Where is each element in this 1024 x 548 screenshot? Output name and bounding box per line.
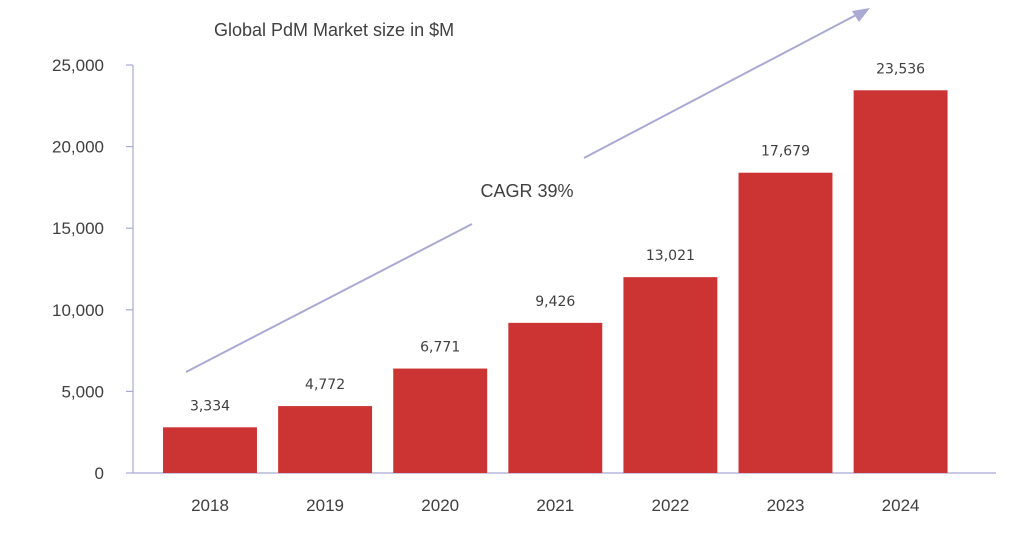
cagr-label: CAGR 39%: [480, 181, 573, 201]
data-labels: 3,334 4,772 6,771 9,426 13,021 17,679 23,536: [190, 61, 925, 414]
y-tick-label: 25,000: [52, 56, 104, 75]
data-label: 3,334: [190, 398, 230, 414]
chart-title: Global PdM Market size in $M: [214, 20, 454, 40]
bar: [163, 427, 257, 473]
data-label: 17,679: [761, 144, 810, 160]
bars: [163, 90, 948, 474]
data-label: 4,772: [305, 377, 345, 393]
data-label: 23,536: [876, 61, 925, 77]
cagr-arrow-upper: [583, 13, 859, 159]
x-tick-label: 2020: [421, 496, 459, 515]
bar: [508, 322, 603, 473]
y-tick-label: 5,000: [61, 382, 104, 401]
x-tick-label: 2023: [767, 496, 805, 515]
x-tick-label: 2021: [536, 496, 574, 515]
x-tick-label: 2018: [191, 496, 229, 515]
y-tick-label: 0: [95, 464, 104, 483]
cagr-arrow-lower: [185, 223, 473, 373]
data-label: 13,021: [646, 248, 695, 264]
cagr-annotation: CAGR 39%: [185, 8, 870, 373]
x-tick-label: 2019: [306, 496, 344, 515]
y-axis: 0 5,000 10,000 15,000 20,000 25,000: [52, 56, 134, 483]
bar: [738, 172, 833, 473]
x-axis: 2018 2019 2020 2021 2022 2023 2024: [133, 472, 996, 515]
x-tick-label: 2024: [882, 496, 920, 515]
x-tick-label: 2022: [651, 496, 689, 515]
cagr-arrow-head: [852, 8, 870, 22]
data-label: 9,426: [535, 294, 575, 310]
bar: [393, 368, 488, 473]
bar: [623, 277, 718, 473]
bar: [853, 90, 948, 474]
y-tick-label: 10,000: [52, 301, 104, 320]
data-label: 6,771: [420, 340, 460, 356]
bar: [278, 406, 373, 473]
y-tick-label: 20,000: [52, 138, 104, 157]
y-tick-label: 15,000: [52, 219, 104, 238]
